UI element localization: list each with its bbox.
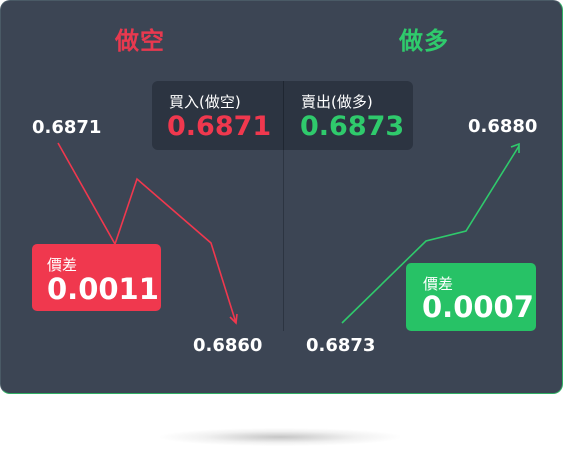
short-entry-price: 0.6871 (32, 117, 102, 138)
short-spread-badge: 價差 0.0011 (32, 244, 161, 311)
long-exit-price: 0.6880 (468, 116, 538, 137)
card-shadow (160, 428, 400, 446)
long-price-path (341, 145, 520, 324)
sell-label: 賣出(做多) (301, 93, 373, 111)
buy-quote: 買入(做空) 0.6871 (152, 81, 283, 150)
short-spread-label: 價差 (47, 256, 78, 274)
long-title: 做多 (399, 27, 449, 55)
center-divider (283, 149, 284, 331)
short-title: 做空 (115, 27, 165, 55)
long-spread-badge: 價差 0.0007 (406, 263, 536, 331)
sell-quote: 賣出(做多) 0.6873 (283, 81, 413, 150)
arrow-down-right-icon (229, 313, 238, 325)
long-entry-price: 0.6873 (306, 335, 376, 356)
buy-label: 買入(做空) (169, 93, 241, 111)
sell-price: 0.6873 (300, 111, 405, 142)
arrow-up-right-icon (510, 142, 520, 153)
buy-price: 0.6871 (167, 111, 272, 142)
long-spread-value: 0.0007 (422, 290, 534, 324)
quote-panel: 買入(做空) 0.6871 賣出(做多) 0.6873 (152, 81, 413, 150)
long-spread-label: 價差 (423, 275, 454, 293)
forex-spread-card: 做空 做多 0.6871 0.6860 0.6873 0.6880 買入(做空)… (0, 0, 563, 394)
short-spread-value: 0.0011 (47, 272, 159, 306)
short-exit-price: 0.6860 (193, 335, 263, 356)
short-price-path (57, 142, 237, 324)
price-path-chart (57, 142, 520, 325)
